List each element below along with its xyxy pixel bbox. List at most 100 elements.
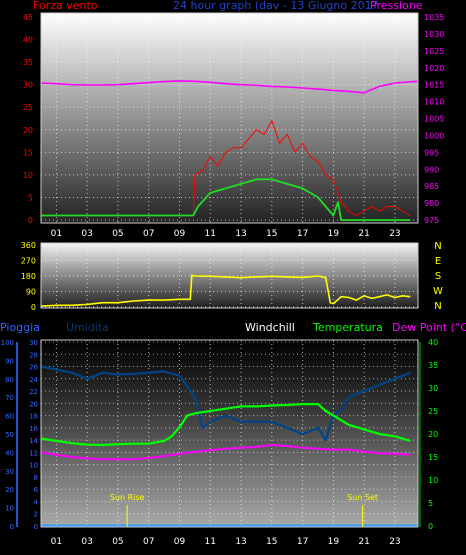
rain-tick-label: 70 [5,394,14,402]
series-layer [40,80,419,528]
pressure-tick-label: 980 [424,199,439,208]
wind-tick-label: 15 [23,148,33,157]
humidity-tick-label: 4 [34,498,39,506]
humidity-tick-label: 10 [29,462,38,470]
temperature-line [40,403,411,447]
rain-tick-label: 20 [5,486,14,494]
pressure-axis-title: Pressione [370,0,423,12]
pressure-tick-label: 1020 [424,64,444,73]
temperature-tick-label: 20 [428,430,438,439]
wind-tick-label: 45 [23,13,33,22]
rain-tick-label: 50 [5,431,14,439]
humidity-tick-label: 12 [29,449,38,457]
temperature-tick-label: 0 [428,522,433,531]
wind-speed-line [41,120,411,216]
wind-tick-label: 0 [28,216,33,225]
x-tick-label: 13 [235,229,246,239]
temperature-tick-label: 35 [428,361,438,370]
x-tick-label: 17 [297,537,308,547]
temperature-plot-background [41,340,418,527]
pressure-tick-label: 985 [424,182,439,191]
x-tick-label: 09 [174,229,186,239]
pressure-tick-label: 1010 [424,98,444,107]
rain-tick-label: 90 [5,357,14,365]
pressure-tick-label: 975 [424,216,439,225]
wind-axis-title: Forza vento [33,0,98,12]
humidity-tick-label: 26 [29,364,38,372]
rain-tick-label: 40 [5,449,14,457]
pressure-tick-label: 990 [424,165,439,174]
pressure-line [40,80,419,94]
x-tick-label: 05 [112,229,123,239]
x-tick-label: 07 [143,229,154,239]
pressure-tick-label: 995 [424,148,439,157]
x-tick-label: 05 [112,537,123,547]
humidity-tick-label: 14 [29,437,38,445]
wind-tick-label: 25 [23,103,33,112]
humidity-tick-label: 24 [29,376,38,384]
pressure-tick-label: 1030 [424,30,444,39]
x-tick-label: 11 [205,229,216,239]
compass-label: E [435,256,441,267]
pressure-tick-label: 1035 [424,13,444,22]
humidity-tick-label: 6 [34,486,39,494]
rain-tick-label: 10 [5,505,14,513]
windchill-label: Windchill [245,321,295,334]
wind-tick-label: 40 [23,36,33,45]
rain-label: Pioggia [0,321,40,334]
pressure-tick-label: 1005 [424,115,444,124]
humidity-label: Umidita [66,321,109,334]
humidity-tick-label: 18 [29,413,38,421]
wind-direction-line [40,274,411,307]
wind-plot-background [41,13,418,223]
x-tick-label: 11 [205,537,216,547]
x-tick-label: 23 [389,229,400,239]
rain-tick-label: 0 [10,523,14,531]
frames-layer [40,12,419,528]
temperature-tick-label: 30 [428,384,438,393]
humidity-tick-label: 16 [29,425,38,433]
humidity-tick-label: 22 [29,388,38,396]
temperature-tick-label: 10 [428,476,438,485]
x-tick-label: 15 [266,229,277,239]
x-tick-label: 17 [297,229,308,239]
x-tick-label: 07 [143,537,154,547]
x-tick-label: 03 [81,537,92,547]
wind-tick-label: 10 [23,171,33,180]
temperature-tick-label: 15 [428,453,438,462]
chart-title: 24 hour graph (dav - 13 Giugno 2017 [173,0,379,12]
x-tick-label: 21 [358,229,369,239]
temperature-tick-label: 40 [428,338,438,347]
dewpoint-label: Dew Point (°C) [392,321,466,334]
x-tick-label: 19 [328,537,340,547]
rain-tick-label: 80 [5,376,14,384]
rain-tick-label: 30 [5,468,14,476]
humidity-tick-label: 0 [34,523,38,531]
temperature-tick-label: 5 [428,499,433,508]
humidity-tick-label: 2 [34,511,38,519]
axes-layer: 0101030305050707090911111313151517171919… [1,13,445,547]
x-tick-label: 01 [51,229,62,239]
temperature-tick-label: 25 [428,407,438,416]
temperature-label: Temperatura [312,321,383,334]
direction-tick-label: 0 [31,303,36,312]
sunset-label: Sun Set [347,493,378,502]
wind-average-line [41,178,411,221]
humidity-tick-label: 20 [29,400,38,408]
wind-tick-label: 20 [23,126,33,135]
compass-label: S [435,271,441,282]
x-tick-label: 23 [389,537,400,547]
direction-tick-label: 180 [21,272,36,281]
x-tick-label: 03 [81,229,92,239]
compass-label: W [433,286,443,297]
wind-tick-label: 30 [23,81,33,90]
x-tick-label: 15 [266,537,277,547]
wind-tick-label: 5 [28,193,33,202]
x-tick-label: 13 [235,537,246,547]
rain-tick-label: 100 [1,339,14,347]
sunrise-label: Sun Rise [110,493,145,502]
direction-tick-label: 90 [26,288,36,297]
humidity-line [40,365,411,442]
direction-tick-label: 360 [21,241,36,250]
